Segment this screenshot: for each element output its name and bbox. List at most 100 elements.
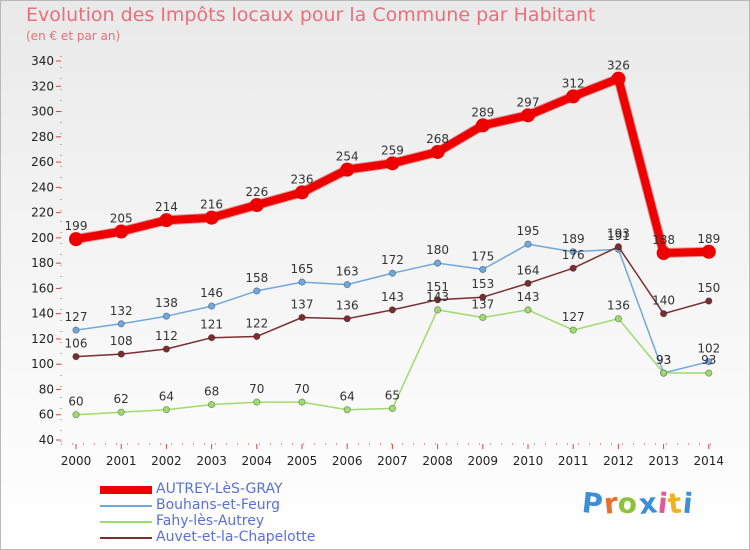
- x-tick-label: 2007: [377, 454, 408, 468]
- data-point: [385, 156, 400, 171]
- y-tick-label: 140: [31, 307, 54, 321]
- data-point: [388, 306, 396, 314]
- x-tick-label: 2006: [332, 454, 363, 468]
- data-point: [569, 264, 577, 272]
- data-label: 121: [200, 318, 223, 332]
- data-point: [433, 306, 442, 314]
- data-label: 140: [652, 294, 675, 308]
- chart-axes: 40 60 80 100 120 140 160 180 200 220 240 260 280 300 3…: [31, 54, 724, 468]
- data-label: 176: [562, 248, 585, 262]
- data-point: [340, 162, 355, 177]
- data-label: 108: [110, 334, 133, 348]
- legend-label: Bouhans-et-Feurg: [156, 497, 281, 513]
- data-label: 226: [245, 185, 268, 199]
- x-tick-label: 2009: [468, 454, 499, 468]
- data-label: 289: [471, 105, 494, 119]
- data-point: [253, 398, 261, 406]
- legend-item: Auvet-et-la-Chapelotte: [100, 529, 360, 546]
- x-tick-label: 2013: [648, 454, 679, 468]
- data-point: [701, 244, 716, 259]
- data-label: 112: [155, 329, 178, 343]
- x-tick-label: 2014: [694, 454, 725, 468]
- data-point: [705, 369, 713, 377]
- data-point: [569, 326, 577, 334]
- legend-item: AUTREY-LèS-GRAY: [100, 481, 360, 498]
- data-point: [521, 108, 535, 123]
- data-label: 191: [607, 229, 630, 243]
- data-label: 268: [426, 132, 449, 146]
- x-tick-label: 2004: [242, 454, 273, 468]
- y-tick-label: 320: [31, 79, 54, 93]
- data-label: 297: [517, 95, 540, 109]
- data-label: 93: [656, 353, 671, 367]
- data-label: 199: [65, 219, 88, 233]
- x-tick-label: 2000: [61, 454, 92, 468]
- data-point: [659, 310, 668, 318]
- data-point: [430, 144, 445, 159]
- data-point: [72, 411, 80, 419]
- data-label: 138: [155, 296, 178, 310]
- data-point: [298, 278, 306, 286]
- data-label: 137: [471, 297, 494, 311]
- data-point: [117, 320, 125, 328]
- y-tick-label: 80: [39, 382, 54, 396]
- data-point: [343, 315, 351, 323]
- data-point: [117, 408, 125, 416]
- data-point: [208, 334, 216, 342]
- series-2: [72, 306, 713, 419]
- x-tick-label: 2001: [106, 454, 137, 468]
- data-label: 132: [110, 304, 133, 318]
- data-point: [249, 198, 264, 213]
- data-point: [343, 281, 351, 289]
- x-tick-label: 2005: [287, 454, 318, 468]
- data-point: [705, 358, 713, 366]
- data-label: 216: [200, 198, 223, 212]
- data-label: 127: [65, 310, 88, 324]
- data-label: 102: [697, 342, 720, 356]
- data-point: [524, 306, 532, 314]
- data-label: 143: [381, 290, 404, 304]
- data-label: 193: [607, 227, 630, 241]
- data-label: 68: [204, 385, 219, 399]
- chart-subtitle: (en € et par an): [26, 29, 121, 43]
- data-labels-layer: 127 132 138 146 158 165 163 172 180 175 195 189 191 9…: [65, 59, 721, 409]
- data-label: 254: [336, 150, 359, 164]
- chart-legend: AUTREY-LèS-GRAY Bouhans-et-Feurg Fahy-lès-…: [100, 481, 360, 546]
- data-label: 60: [68, 395, 83, 409]
- data-point: [705, 297, 713, 305]
- data-label: 153: [471, 277, 494, 291]
- legend-swatch: [100, 505, 152, 507]
- legend-label: Auvet-et-la-Chapelotte: [156, 529, 316, 545]
- data-point: [566, 89, 581, 104]
- series-3: [72, 243, 713, 361]
- x-tick-label: 2012: [603, 454, 634, 468]
- y-tick-label: 60: [39, 408, 54, 422]
- data-label: 64: [340, 390, 355, 404]
- data-label: 64: [159, 390, 174, 404]
- data-label: 165: [291, 262, 314, 276]
- data-point: [208, 401, 216, 409]
- data-label: 143: [426, 290, 449, 304]
- data-label: 70: [294, 382, 309, 396]
- x-tick-label: 2003: [196, 454, 227, 468]
- data-point: [611, 71, 626, 86]
- data-point: [479, 265, 487, 274]
- y-tick-label: 300: [31, 105, 54, 119]
- data-point: [614, 315, 623, 323]
- data-point: [524, 279, 532, 287]
- data-label: 175: [471, 249, 494, 263]
- data-point: [388, 404, 396, 413]
- proxiti-logo: Proxiti: [580, 485, 695, 522]
- y-tick-label: 280: [31, 130, 54, 144]
- logo-letter: i: [680, 486, 695, 521]
- x-tick-label: 2010: [513, 454, 544, 468]
- data-point: [204, 210, 219, 225]
- data-label: 151: [426, 280, 449, 294]
- data-label: 70: [249, 382, 264, 396]
- logo-letter: P: [580, 485, 606, 522]
- data-point: [298, 313, 306, 322]
- series-layer: [69, 71, 716, 419]
- data-label: 236: [291, 172, 314, 186]
- data-point: [72, 326, 80, 334]
